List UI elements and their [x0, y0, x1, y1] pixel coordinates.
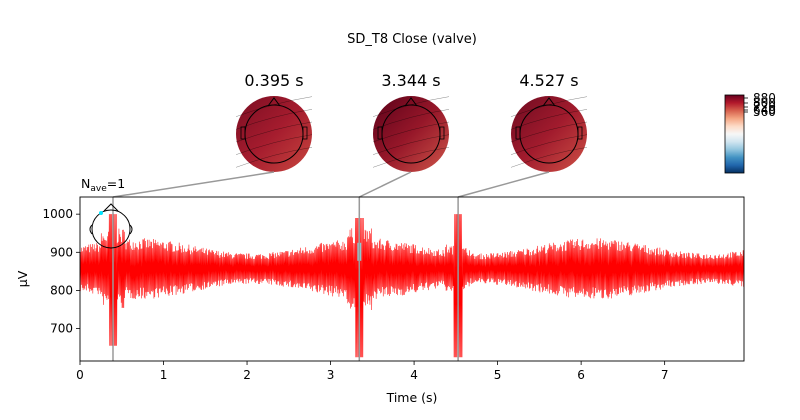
topomap-connector-line: [112, 171, 275, 198]
y-tick-label: 900: [50, 245, 73, 259]
y-axis: 700 800 900 1000: [42, 207, 80, 336]
topomap-row: 0.395 s 3.344 s 4.527 s: [235, 71, 588, 172]
x-tick-label: 5: [494, 368, 502, 382]
sensor-inset: [89, 203, 133, 249]
topomap-ear-left: [515, 126, 521, 140]
time-markers: [112, 197, 459, 361]
topomap-nose: [542, 97, 556, 107]
topomap-ear-left: [240, 126, 246, 140]
topomap-contour: [510, 121, 588, 143]
topomap-contour: [235, 134, 313, 155]
colorbar-tick-label: 800: [753, 96, 776, 110]
topomap-contour: [372, 121, 450, 143]
y-tick-label: 800: [50, 283, 73, 297]
x-tick-label: 6: [577, 368, 585, 382]
sensor-dot: [99, 211, 103, 215]
x-tick-label: 2: [243, 368, 251, 382]
sensor-nose: [103, 203, 119, 212]
topomap: 4.527 s: [510, 71, 588, 172]
topomap-connector-line: [457, 171, 550, 198]
x-tick-label: 1: [160, 368, 168, 382]
topomap-ear-right: [302, 126, 308, 140]
topomap-field: [373, 96, 449, 172]
topomap-contour: [510, 147, 588, 168]
nave-subscript: ave: [90, 184, 107, 194]
topomap-nose: [267, 97, 281, 107]
topomap-ear-right: [439, 126, 445, 140]
topomap-contour: [372, 134, 450, 155]
topomap: 0.395 s: [235, 71, 313, 172]
series-line-signal: [80, 214, 744, 358]
topomap-nose: [404, 97, 418, 107]
colorbar-tick-label: 560: [753, 105, 776, 119]
sensor-ear-right: [129, 224, 133, 235]
topomap-time-label: 4.527 s: [519, 71, 578, 90]
y-tick-label: 700: [50, 322, 73, 336]
sensor-head-outline: [91, 209, 131, 249]
topomap-ear-left: [377, 126, 383, 140]
y-axis-label: µV: [15, 270, 30, 287]
x-tick-label: 7: [661, 368, 669, 382]
x-axis: 0 1 2 3 4 5 6 7: [76, 361, 668, 382]
topomap-connector-line: [358, 171, 412, 198]
plot-frame: [79, 196, 745, 362]
topomap-ear-right: [577, 126, 583, 140]
topomap-contour: [235, 121, 313, 143]
topomap-contour: [510, 134, 588, 155]
nave-value: =1: [107, 176, 125, 191]
x-tick-label: 0: [76, 368, 84, 382]
topomap-contour: [372, 147, 450, 168]
x-tick-label: 4: [410, 368, 418, 382]
x-tick-label: 3: [327, 368, 335, 382]
nave-label: Nave=1: [81, 176, 125, 194]
colorbar-gradient: [724, 94, 745, 174]
x-axis-label: Time (s): [386, 390, 438, 405]
colorbar-tick-label: 640: [753, 103, 776, 117]
colorbar-tick-label: 720: [753, 100, 776, 114]
topomap-contour: [235, 147, 313, 168]
sensor-ear-left: [89, 224, 93, 235]
topomap-connectors: [112, 171, 550, 198]
topomap-field: [236, 96, 312, 172]
topomap: 3.344 s: [372, 71, 450, 172]
topomap-field: [511, 96, 587, 172]
topomap-time-label: 0.395 s: [244, 71, 303, 90]
colorbar-tick-label: 880: [753, 91, 776, 105]
figure-title: SD_T8 Close (valve): [347, 32, 477, 47]
plot-area: 0 1 2 3 4 5 6 7 700 800 900 1000 Time (s) µV: [15, 196, 745, 405]
y-tick-label: 1000: [42, 207, 73, 221]
topomap-time-label: 3.344 s: [381, 71, 440, 90]
